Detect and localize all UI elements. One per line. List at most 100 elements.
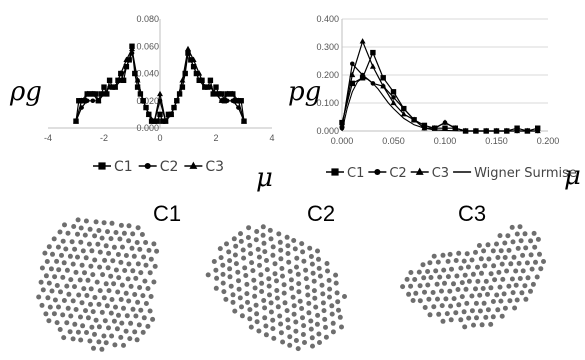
- particle-dot: [123, 328, 129, 334]
- particle-dot: [145, 286, 151, 291]
- particle-dot: [541, 259, 546, 264]
- particle-dot: [256, 254, 262, 260]
- particle-dot: [330, 329, 336, 335]
- particle-dot: [288, 277, 294, 283]
- particle-dot: [312, 295, 318, 301]
- data-point-c3: [241, 117, 247, 124]
- particle-dot: [84, 330, 89, 335]
- particle-dot: [78, 314, 83, 320]
- particle-dot: [427, 312, 433, 318]
- legend-label: C3: [432, 166, 449, 181]
- particle-dot: [306, 310, 312, 316]
- particle-dot: [456, 302, 462, 308]
- particle-dot: [421, 275, 427, 281]
- particle-dot: [427, 260, 433, 266]
- particle-dot: [274, 278, 279, 284]
- particle-dot: [123, 290, 129, 296]
- data-point-c1: [120, 77, 127, 84]
- particle-dot: [101, 295, 107, 301]
- y-tick-label: 0.060: [136, 41, 159, 51]
- particle-dot: [509, 224, 515, 230]
- particle-dot: [270, 252, 276, 258]
- particle-dot: [422, 305, 428, 310]
- y-tick-label: 0.200: [316, 70, 339, 80]
- particle-dot: [135, 299, 141, 305]
- particle-dot: [327, 286, 333, 292]
- particle-dot: [456, 250, 462, 256]
- particle-dot: [90, 309, 96, 315]
- particle-dot: [38, 279, 44, 285]
- data-point-c3: [89, 90, 96, 97]
- particle-dot: [330, 320, 336, 326]
- legend-item-c1: C1: [93, 159, 133, 175]
- particle-dot: [227, 266, 233, 272]
- particle-dot: [99, 346, 105, 352]
- particle-dot: [220, 280, 226, 286]
- particle-dot: [488, 271, 494, 277]
- particle-dot: [453, 310, 459, 316]
- particle-dot: [260, 232, 266, 238]
- particle-dot: [95, 241, 101, 247]
- particle-dot: [230, 299, 236, 305]
- particle-dot: [320, 300, 326, 306]
- particle-dot: [463, 286, 469, 292]
- particle-dot: [124, 313, 130, 319]
- particle-dot: [478, 256, 484, 262]
- particle-dot: [425, 282, 431, 288]
- particle-dot: [447, 288, 453, 294]
- particle-dot: [275, 304, 281, 310]
- particle-dot: [494, 292, 500, 298]
- particle-dot: [293, 319, 299, 325]
- particle-dot: [279, 266, 285, 271]
- data-point-c3: [229, 90, 236, 97]
- particle-dot: [504, 268, 510, 274]
- particle-dot: [428, 275, 434, 280]
- legend-label: C3: [205, 159, 224, 175]
- particle-dot: [315, 312, 321, 318]
- particle-dot: [78, 225, 84, 231]
- particle-dot: [249, 260, 255, 266]
- data-point-c1: [157, 111, 163, 118]
- particle-dot: [462, 324, 468, 330]
- particle-dot: [451, 281, 456, 287]
- particle-dot: [509, 276, 515, 282]
- particle-dot: [46, 244, 52, 250]
- particle-dot: [267, 227, 273, 233]
- legend-label: Wigner Surmise: [474, 166, 577, 181]
- particle-dot: [305, 292, 311, 298]
- particle-dot: [94, 279, 100, 285]
- data-point-c2: [191, 64, 196, 69]
- particle-dot: [301, 323, 307, 329]
- particle-dot: [448, 317, 454, 323]
- data-point-c1: [106, 77, 113, 84]
- y-tick-label: 0.040: [136, 69, 159, 79]
- y-tick-label: 0.100: [316, 98, 339, 108]
- particle-dot: [270, 244, 276, 250]
- particle-dot: [104, 303, 110, 309]
- particle-dot: [79, 300, 85, 306]
- particle-dot: [449, 266, 454, 272]
- particle-dot: [308, 318, 314, 324]
- particle-dot: [499, 313, 505, 319]
- particle-dot: [315, 248, 320, 254]
- chart-density-left: 0.000 0.020 0.040 0.060 0.080 -4 -2 0 2 4 ρg μ C1…: [9, 14, 275, 193]
- data-point-c2: [224, 98, 230, 104]
- particle-dot: [416, 269, 422, 275]
- particle-dot: [245, 235, 251, 240]
- particle-dot: [126, 298, 132, 304]
- series-line-c2: [341, 62, 538, 132]
- particle-dot: [285, 251, 291, 256]
- particle-dot: [59, 252, 64, 258]
- particle-dot: [445, 274, 451, 280]
- particle-dot: [121, 230, 127, 236]
- particle-dot: [321, 308, 327, 314]
- particle-dot: [61, 260, 67, 266]
- x-tick-label: 0: [157, 133, 162, 143]
- particle-dot: [326, 277, 332, 283]
- data-point-c1: [92, 91, 99, 97]
- right-tick-labels: 0.000 0.100 0.200 0.300 0.400 0.000 0.050 0.100…: [316, 14, 559, 146]
- particle-dot: [109, 220, 115, 226]
- data-point-c1: [442, 125, 448, 131]
- legend-marker: [331, 168, 339, 176]
- cluster-label-c3: C3: [458, 201, 486, 226]
